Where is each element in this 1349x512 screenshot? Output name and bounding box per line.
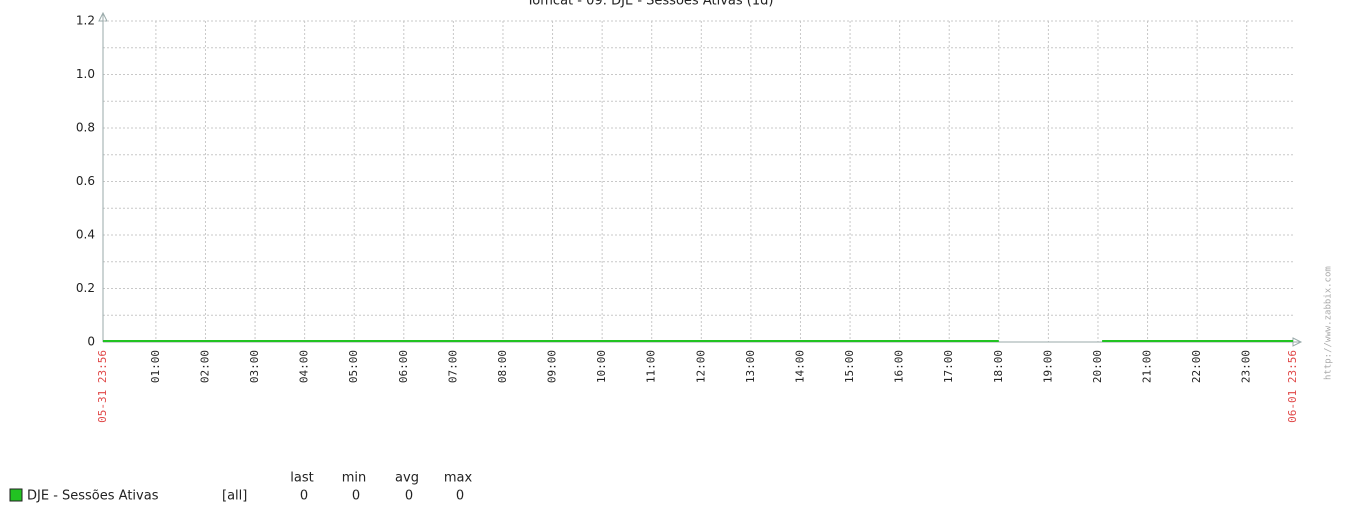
x-tick-label: 23:00 [1240, 350, 1253, 383]
x-tick-label: 06:00 [397, 350, 410, 383]
legend-column-header: max [444, 471, 473, 486]
y-tick-label: 0 [87, 335, 95, 349]
legend-column-header: min [342, 471, 367, 486]
x-tick-label: 12:00 [694, 350, 707, 383]
x-tick-label: 10:00 [595, 350, 608, 383]
x-tick-label: 06-01 23:56 [1286, 350, 1299, 423]
x-tick-label: 08:00 [496, 350, 509, 383]
legend-stat: 0 [456, 489, 464, 504]
x-tick-label: 02:00 [198, 350, 211, 383]
x-tick-label: 13:00 [744, 350, 757, 383]
legend-scope: [all] [222, 489, 247, 504]
x-tick-label: 20:00 [1091, 350, 1104, 383]
x-tick-label: 03:00 [248, 350, 261, 383]
x-tick-label: 18:00 [992, 350, 1005, 383]
x-tick-label: 15:00 [843, 350, 856, 383]
watermark: http://www.zabbix.com [1324, 266, 1334, 380]
legend-label: DJE - Sessões Ativas [27, 489, 159, 504]
y-tick-label: 0.6 [76, 174, 95, 188]
x-tick-label: 04:00 [298, 350, 311, 383]
x-tick-label: 21:00 [1141, 350, 1154, 383]
x-tick-label: 17:00 [942, 350, 955, 383]
x-tick-label: 05:00 [347, 350, 360, 383]
legend-stat: 0 [300, 489, 308, 504]
y-tick-label: 0.4 [76, 228, 95, 242]
x-tick-label: 19:00 [1041, 350, 1054, 383]
x-tick-label: 05-31 23:56 [96, 350, 109, 423]
x-tick-label: 07:00 [446, 350, 459, 383]
x-tick-label: 09:00 [546, 350, 559, 383]
x-tick-label: 11:00 [645, 350, 658, 383]
y-tick-label: 0.2 [76, 281, 95, 295]
legend-column-header: avg [395, 471, 419, 486]
y-tick-label: 1.0 [76, 67, 95, 81]
x-tick-label: 14:00 [793, 350, 806, 383]
legend-stat: 0 [352, 489, 360, 504]
chart-title: Tomcat - 09: DJE - Sessões Ativas (1d) [526, 0, 774, 9]
legend-stat: 0 [405, 489, 413, 504]
x-tick-label: 22:00 [1190, 350, 1203, 383]
x-tick-label: 16:00 [893, 350, 906, 383]
x-tick-label: 01:00 [149, 350, 162, 383]
legend-swatch [9, 488, 23, 502]
y-tick-label: 1.2 [76, 14, 95, 28]
y-tick-label: 0.8 [76, 121, 95, 135]
legend-column-header: last [290, 471, 313, 486]
